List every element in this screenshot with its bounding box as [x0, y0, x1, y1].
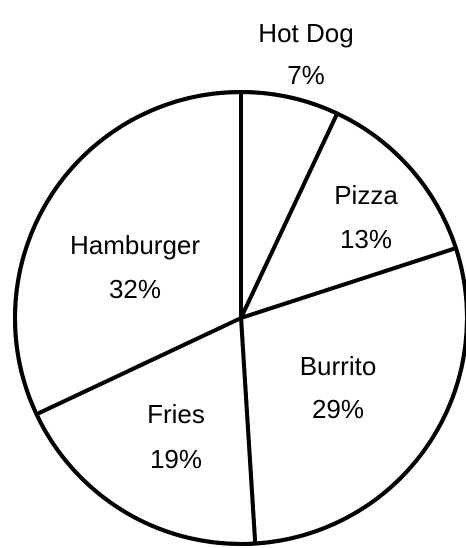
slice-value-fries: 19%	[150, 444, 202, 474]
pie-outline	[13, 90, 466, 546]
slice-label-hamburger: Hamburger	[70, 230, 200, 260]
slice-value-pizza: 13%	[340, 224, 392, 254]
slice-label-pizza: Pizza	[334, 180, 398, 210]
slice-value-burrito: 29%	[312, 394, 364, 424]
slice-value-hamburger: 32%	[109, 274, 161, 304]
slice-label-burrito: Burrito	[300, 351, 377, 381]
pie-slices	[13, 90, 466, 546]
slice-label-fries: Fries	[147, 399, 205, 429]
slice-value-hot-dog: 7%	[287, 60, 325, 90]
slice-label-hot-dog: Hot Dog	[258, 18, 353, 48]
